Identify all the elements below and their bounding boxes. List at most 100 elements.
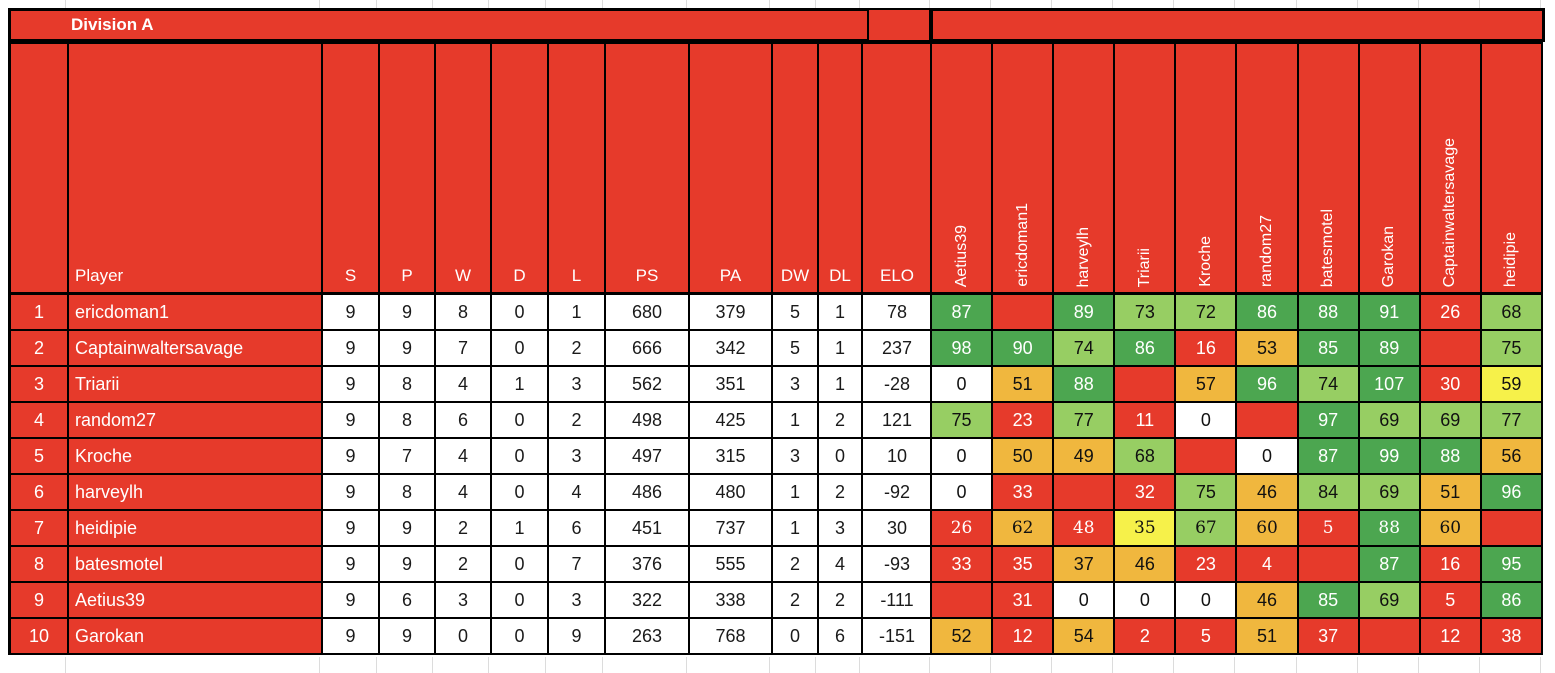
stat-cell-l[interactable]: 4 xyxy=(549,475,606,511)
player-cell[interactable]: batesmotel xyxy=(69,547,323,583)
stat-cell-elo[interactable]: -28 xyxy=(863,367,933,403)
matrix-score-cell[interactable]: 73 xyxy=(1115,295,1177,331)
stat-cell-d[interactable]: 0 xyxy=(492,547,549,583)
matrix-score-cell[interactable]: 0 xyxy=(1115,583,1177,619)
stat-cell-w[interactable]: 4 xyxy=(436,367,492,403)
stat-cell-d[interactable]: 0 xyxy=(492,439,549,475)
stat-cell-p[interactable]: 8 xyxy=(380,475,436,511)
matrix-header-rotated[interactable]: Triarii xyxy=(1115,44,1177,295)
matrix-header-rotated[interactable]: random27 xyxy=(1237,44,1299,295)
stat-cell-l[interactable]: 3 xyxy=(549,439,606,475)
stat-cell-elo[interactable]: -111 xyxy=(863,583,933,619)
matrix-score-cell[interactable]: 68 xyxy=(1481,295,1543,331)
stat-cell-d[interactable]: 0 xyxy=(492,619,549,655)
stat-cell-s[interactable]: 9 xyxy=(323,583,380,619)
rank-cell[interactable]: 8 xyxy=(11,547,69,583)
rank-cell[interactable]: 5 xyxy=(11,439,69,475)
matrix-score-cell[interactable]: 31 xyxy=(993,583,1055,619)
matrix-score-cell[interactable]: 32 xyxy=(1115,475,1177,511)
stat-header-s[interactable]: S xyxy=(323,44,380,295)
matrix-self-cell[interactable] xyxy=(1237,403,1299,439)
rank-header[interactable] xyxy=(11,44,69,295)
matrix-score-cell[interactable]: 37 xyxy=(1298,619,1360,655)
matrix-score-cell[interactable]: 67 xyxy=(1176,511,1238,547)
player-cell[interactable]: Garokan xyxy=(69,619,323,655)
stat-cell-l[interactable]: 2 xyxy=(549,403,606,439)
stat-cell-w[interactable]: 4 xyxy=(436,439,492,475)
matrix-score-cell[interactable]: 4 xyxy=(1237,547,1299,583)
stat-cell-ps[interactable]: 562 xyxy=(606,367,690,403)
player-header[interactable]: Player xyxy=(69,44,323,295)
stat-cell-dl[interactable]: 1 xyxy=(819,331,863,367)
stat-cell-p[interactable]: 9 xyxy=(380,295,436,331)
matrix-score-cell[interactable]: 69 xyxy=(1359,403,1421,439)
stat-cell-d[interactable]: 0 xyxy=(492,583,549,619)
matrix-score-cell[interactable]: 0 xyxy=(932,439,994,475)
stat-cell-dl[interactable]: 3 xyxy=(819,511,863,547)
matrix-score-cell[interactable]: 88 xyxy=(1420,439,1482,475)
rank-cell[interactable]: 1 xyxy=(11,295,69,331)
stat-cell-dw[interactable]: 3 xyxy=(773,367,819,403)
stat-cell-s[interactable]: 9 xyxy=(323,619,380,655)
matrix-score-cell[interactable]: 35 xyxy=(1115,511,1177,547)
rank-cell[interactable]: 7 xyxy=(11,511,69,547)
stat-cell-s[interactable]: 9 xyxy=(323,511,380,547)
matrix-score-cell[interactable]: 0 xyxy=(1237,439,1299,475)
matrix-score-cell[interactable]: 69 xyxy=(1359,475,1421,511)
stat-cell-dw[interactable]: 1 xyxy=(773,475,819,511)
matrix-header-rotated[interactable]: Captainwaltersavage xyxy=(1420,44,1482,295)
stat-cell-dw[interactable]: 2 xyxy=(773,583,819,619)
stat-header-elo[interactable]: ELO xyxy=(863,44,933,295)
stat-cell-l[interactable]: 7 xyxy=(549,547,606,583)
matrix-score-cell[interactable]: 77 xyxy=(1481,403,1543,439)
stat-cell-w[interactable]: 8 xyxy=(436,295,492,331)
matrix-score-cell[interactable]: 51 xyxy=(993,367,1055,403)
matrix-score-cell[interactable]: 69 xyxy=(1359,583,1421,619)
stat-cell-pa[interactable]: 351 xyxy=(690,367,773,403)
matrix-score-cell[interactable]: 77 xyxy=(1054,403,1116,439)
stat-cell-w[interactable]: 4 xyxy=(436,475,492,511)
stat-cell-l[interactable]: 1 xyxy=(549,295,606,331)
stat-cell-w[interactable]: 0 xyxy=(436,619,492,655)
stat-cell-pa[interactable]: 555 xyxy=(690,547,773,583)
stat-cell-l[interactable]: 3 xyxy=(549,583,606,619)
matrix-score-cell[interactable]: 49 xyxy=(1054,439,1116,475)
matrix-score-cell[interactable]: 95 xyxy=(1481,547,1543,583)
stat-header-pa[interactable]: PA xyxy=(690,44,773,295)
stat-cell-p[interactable]: 9 xyxy=(380,511,436,547)
matrix-score-cell[interactable]: 0 xyxy=(1054,583,1116,619)
matrix-score-cell[interactable]: 60 xyxy=(1420,511,1482,547)
matrix-score-cell[interactable]: 0 xyxy=(932,475,994,511)
stat-cell-l[interactable]: 6 xyxy=(549,511,606,547)
matrix-score-cell[interactable]: 88 xyxy=(1359,511,1421,547)
stat-cell-dl[interactable]: 6 xyxy=(819,619,863,655)
matrix-score-cell[interactable]: 33 xyxy=(993,475,1055,511)
matrix-header-band[interactable] xyxy=(930,8,1545,42)
matrix-score-cell[interactable]: 23 xyxy=(993,403,1055,439)
matrix-score-cell[interactable]: 30 xyxy=(1420,367,1482,403)
matrix-score-cell[interactable]: 57 xyxy=(1176,367,1238,403)
rank-cell[interactable]: 3 xyxy=(11,367,69,403)
matrix-score-cell[interactable]: 11 xyxy=(1115,403,1177,439)
stat-cell-ps[interactable]: 451 xyxy=(606,511,690,547)
matrix-score-cell[interactable]: 89 xyxy=(1359,331,1421,367)
stat-cell-s[interactable]: 9 xyxy=(323,295,380,331)
stat-cell-ps[interactable]: 498 xyxy=(606,403,690,439)
stat-cell-d[interactable]: 1 xyxy=(492,367,549,403)
player-cell[interactable]: Kroche xyxy=(69,439,323,475)
matrix-score-cell[interactable]: 97 xyxy=(1298,403,1360,439)
matrix-score-cell[interactable]: 46 xyxy=(1115,547,1177,583)
matrix-self-cell[interactable] xyxy=(1176,439,1238,475)
stat-cell-s[interactable]: 9 xyxy=(323,367,380,403)
stat-cell-p[interactable]: 8 xyxy=(380,367,436,403)
matrix-score-cell[interactable]: 37 xyxy=(1054,547,1116,583)
rank-cell[interactable]: 4 xyxy=(11,403,69,439)
player-cell[interactable]: Triarii xyxy=(69,367,323,403)
stat-cell-p[interactable]: 8 xyxy=(380,403,436,439)
matrix-score-cell[interactable]: 107 xyxy=(1359,367,1421,403)
stat-cell-ps[interactable]: 497 xyxy=(606,439,690,475)
stat-cell-p[interactable]: 9 xyxy=(380,331,436,367)
banner-filler-cell[interactable] xyxy=(867,8,931,42)
stat-cell-p[interactable]: 9 xyxy=(380,547,436,583)
stat-cell-d[interactable]: 1 xyxy=(492,511,549,547)
